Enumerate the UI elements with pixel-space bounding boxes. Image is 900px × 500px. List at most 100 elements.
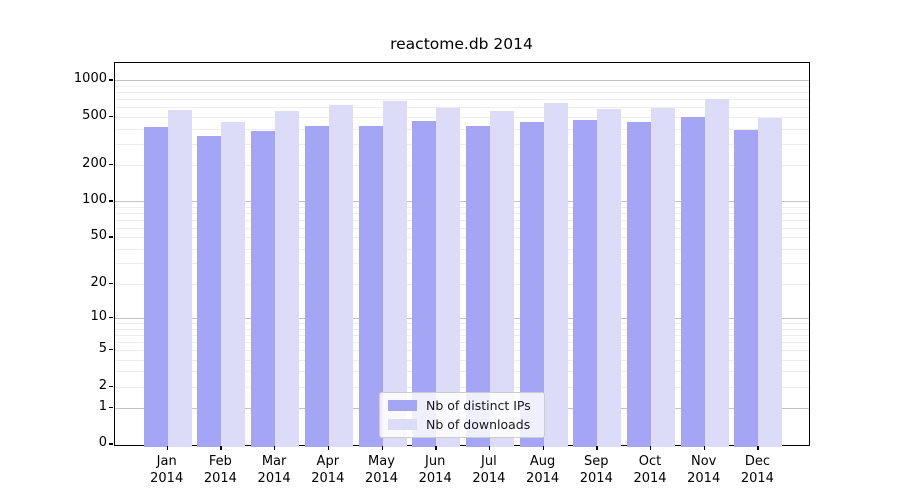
x-tick-mark xyxy=(703,446,706,450)
y-tick-mark xyxy=(109,443,113,445)
x-tick-label: Nov 2014 xyxy=(687,454,721,486)
legend-item-downloads: Nb of downloads xyxy=(388,417,536,432)
minor-gridline xyxy=(114,283,809,285)
legend-label-downloads: Nb of downloads xyxy=(426,417,531,432)
x-tick-mark xyxy=(166,446,169,450)
major-gridline xyxy=(114,201,809,203)
y-tick-mark xyxy=(109,163,113,166)
bar-distinct-ips xyxy=(627,121,651,447)
minor-gridline xyxy=(114,359,809,361)
y-tick-label: 0 xyxy=(98,435,107,451)
minor-gridline xyxy=(114,386,809,388)
x-tick-mark xyxy=(381,446,383,450)
minor-gridline xyxy=(114,107,809,109)
bar-downloads xyxy=(758,117,783,447)
y-tick-label: 50 xyxy=(90,228,107,244)
bar-distinct-ips xyxy=(573,120,598,447)
y-tick-label: 500 xyxy=(82,107,107,123)
bar-distinct-ips xyxy=(197,136,222,447)
minor-gridline xyxy=(114,237,809,239)
y-tick-mark xyxy=(109,115,113,118)
x-tick-label: Apr 2014 xyxy=(311,454,345,486)
x-tick-label: Jul 2014 xyxy=(472,454,506,486)
x-tick-label: Mar 2014 xyxy=(257,454,291,486)
major-gridline xyxy=(114,318,809,320)
bar-downloads xyxy=(489,110,514,447)
y-tick-mark xyxy=(109,317,113,319)
y-tick-mark xyxy=(109,406,113,409)
bar-downloads xyxy=(597,108,622,447)
y-tick-mark xyxy=(109,79,113,81)
y-tick-mark xyxy=(109,348,113,351)
legend-swatch-distinct-ips xyxy=(388,400,417,411)
bar-downloads xyxy=(436,108,461,447)
major-gridline xyxy=(114,80,809,82)
bar-distinct-ips xyxy=(304,125,329,447)
x-tick-label: Feb 2014 xyxy=(203,454,237,486)
bar-distinct-ips xyxy=(734,129,759,447)
x-tick-label: Sep 2014 xyxy=(579,454,613,486)
x-tick-mark xyxy=(220,446,222,450)
y-tick-mark xyxy=(109,200,113,202)
legend-swatch-downloads xyxy=(388,419,417,430)
minor-gridline xyxy=(114,227,809,229)
y-tick-mark xyxy=(109,282,113,285)
minor-gridline xyxy=(114,212,809,214)
y-tick-label: 2 xyxy=(98,377,107,393)
minor-gridline xyxy=(114,206,809,208)
minor-gridline xyxy=(114,92,809,94)
bar-downloads xyxy=(704,99,729,447)
y-tick-label: 1 xyxy=(98,398,107,414)
minor-gridline xyxy=(114,128,809,130)
x-tick-label: Aug 2014 xyxy=(526,454,560,486)
bar-downloads xyxy=(167,109,192,447)
legend-label-distinct-ips: Nb of distinct IPs xyxy=(426,398,531,413)
x-tick-mark xyxy=(435,446,437,450)
y-tick-mark xyxy=(109,236,113,238)
legend-item-distinct-ips: Nb of distinct IPs xyxy=(388,398,536,413)
y-tick-mark xyxy=(109,385,113,387)
bar-distinct-ips xyxy=(358,125,383,447)
x-tick-label: May 2014 xyxy=(364,454,399,486)
x-tick-mark xyxy=(650,446,652,450)
minor-gridline xyxy=(114,219,809,221)
plot-area xyxy=(113,62,810,447)
minor-gridline xyxy=(114,341,809,343)
minor-gridline xyxy=(114,328,809,330)
y-tick-label: 20 xyxy=(90,274,107,290)
x-tick-mark xyxy=(274,446,276,450)
legend: Nb of distinct IPs Nb of downloads xyxy=(379,392,545,438)
minor-gridline xyxy=(114,263,809,265)
bar-downloads xyxy=(543,103,568,447)
minor-gridline xyxy=(114,143,809,145)
bar-downloads xyxy=(328,104,353,447)
x-tick-label: Jan 2014 xyxy=(150,454,184,486)
y-tick-label: 1000 xyxy=(73,71,107,87)
y-tick-label: 200 xyxy=(82,155,107,171)
bar-downloads xyxy=(221,121,246,447)
x-tick-mark xyxy=(757,446,759,450)
x-tick-mark xyxy=(542,446,544,450)
bar-distinct-ips xyxy=(680,116,705,447)
bar-distinct-ips xyxy=(143,127,168,447)
x-tick-label: Oct 2014 xyxy=(633,454,667,486)
y-tick-label: 10 xyxy=(90,309,107,325)
minor-gridline xyxy=(114,99,809,101)
minor-gridline xyxy=(114,371,809,373)
chart-title: reactome.db 2014 xyxy=(390,35,533,53)
x-tick-label: Jun 2014 xyxy=(418,454,452,486)
y-tick-label: 5 xyxy=(98,340,107,356)
minor-gridline xyxy=(114,349,809,351)
minor-gridline xyxy=(114,323,809,325)
minor-gridline xyxy=(114,85,809,87)
x-tick-label: Dec 2014 xyxy=(740,454,774,486)
bar-downloads xyxy=(382,100,407,447)
minor-gridline xyxy=(114,334,809,336)
x-tick-mark xyxy=(596,446,598,450)
minor-gridline xyxy=(114,248,809,250)
y-tick-label: 100 xyxy=(82,192,107,208)
minor-gridline xyxy=(114,116,809,118)
x-tick-mark xyxy=(327,446,330,450)
bar-distinct-ips xyxy=(251,131,276,447)
